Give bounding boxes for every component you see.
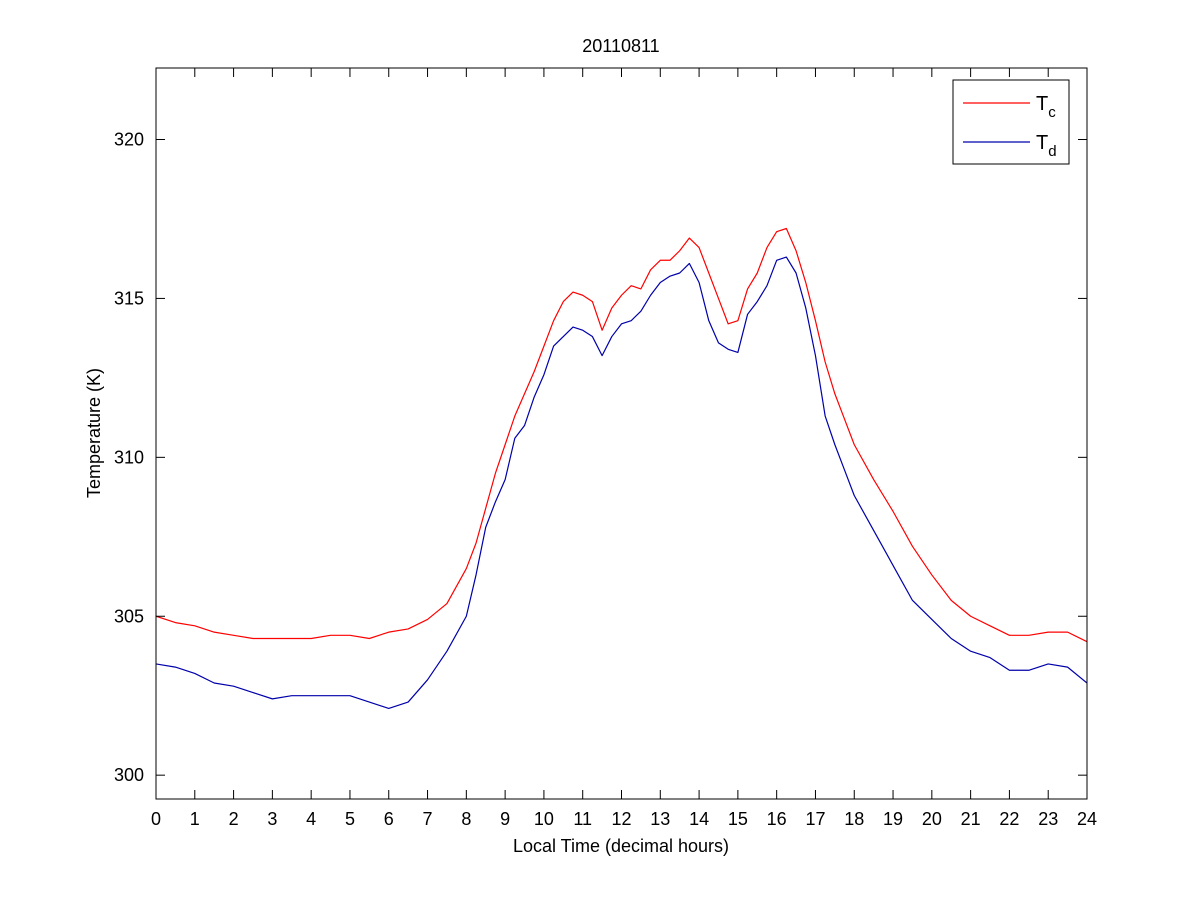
y-tick-label: 310 — [114, 447, 144, 467]
series-line-T-c — [156, 227, 1087, 643]
x-tick-label: 14 — [689, 809, 709, 829]
x-tick-label: 19 — [883, 809, 903, 829]
x-tick-label: 3 — [267, 809, 277, 829]
x-tick-label: 15 — [728, 809, 748, 829]
x-tick-label: 17 — [805, 809, 825, 829]
x-tick-label: 13 — [650, 809, 670, 829]
x-tick-label: 4 — [306, 809, 316, 829]
series-line-T-d — [156, 256, 1087, 710]
x-axis-label: Local Time (decimal hours) — [513, 836, 729, 856]
x-tick-label: 20 — [922, 809, 942, 829]
x-tick-label: 11 — [573, 809, 592, 829]
x-tick-label: 24 — [1077, 809, 1097, 829]
x-tick-label: 0 — [151, 809, 161, 829]
x-tick-label: 23 — [1038, 809, 1058, 829]
y-tick-label: 300 — [114, 765, 144, 785]
plot-area — [155, 67, 1088, 800]
y-tick-label: 320 — [114, 130, 144, 150]
y-axis-label: Temperature (K) — [84, 368, 104, 498]
series-layer — [156, 227, 1087, 710]
legend-label: Td — [1036, 132, 1057, 160]
x-tick-label: 1 — [190, 809, 200, 829]
x-tick-label: 10 — [534, 809, 554, 829]
legend: Tc Td — [952, 79, 1070, 165]
x-tick-label: 9 — [500, 809, 510, 829]
y-tick-label: 305 — [114, 606, 144, 626]
x-tick-label: 12 — [611, 809, 631, 829]
legend-box — [952, 79, 1070, 165]
x-tick-label: 7 — [423, 809, 433, 829]
plot-frame — [155, 67, 1088, 800]
legend-label: Tc — [1036, 93, 1056, 121]
x-axis: 0 1 2 3 4 5 6 7 8 9 10 11 12 13 14 15 16 17 18 19 20 21 22 23 24 — [151, 68, 1097, 829]
x-tick-label: 22 — [999, 809, 1019, 829]
x-tick-label: 2 — [229, 809, 239, 829]
x-tick-label: 6 — [384, 809, 394, 829]
x-tick-label: 18 — [844, 809, 864, 829]
x-tick-label: 5 — [345, 809, 355, 829]
y-axis: 300 305 310 315 320 — [114, 130, 1087, 785]
x-tick-label: 16 — [767, 809, 787, 829]
x-tick-label: 21 — [961, 809, 981, 829]
chart-title: 20110811 — [582, 36, 659, 56]
x-tick-label: 8 — [461, 809, 471, 829]
y-tick-label: 315 — [114, 288, 144, 308]
